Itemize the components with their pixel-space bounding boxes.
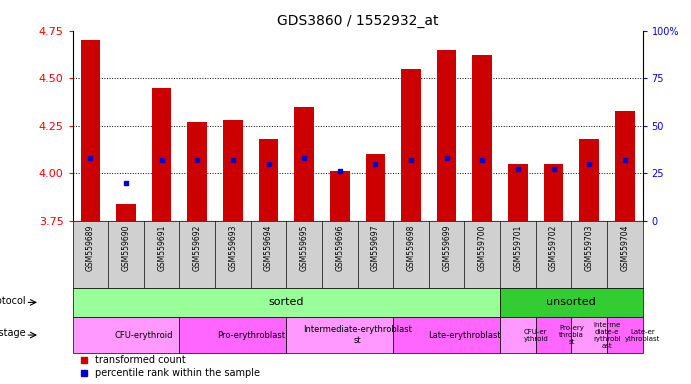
Bar [330, 171, 350, 221]
Text: GSM559700: GSM559700 [477, 224, 486, 271]
Bar [401, 69, 421, 221]
Text: GSM559693: GSM559693 [229, 224, 238, 271]
Text: protocol: protocol [0, 296, 26, 306]
Text: GSM559691: GSM559691 [157, 224, 166, 271]
Bar [500, 317, 536, 353]
Text: GSM559696: GSM559696 [335, 224, 344, 271]
Text: GSM559689: GSM559689 [86, 224, 95, 271]
Text: GSM559692: GSM559692 [193, 224, 202, 271]
Bar [473, 55, 492, 221]
Text: Pro-ery
throbla
st: Pro-ery throbla st [559, 325, 584, 345]
Text: GSM559690: GSM559690 [122, 224, 131, 271]
Text: Interme
diate-e
rythrobl
ast: Interme diate-e rythrobl ast [593, 321, 621, 349]
Text: GSM559697: GSM559697 [371, 224, 380, 271]
Bar [286, 317, 393, 353]
Text: sorted: sorted [269, 297, 304, 308]
Text: GSM559694: GSM559694 [264, 224, 273, 271]
Bar [615, 111, 634, 221]
Text: Late-er
ythroblast: Late-er ythroblast [625, 329, 661, 341]
Bar [536, 317, 571, 353]
Text: Intermediate-erythroblast
st: Intermediate-erythroblast st [303, 325, 412, 345]
Bar [571, 317, 607, 353]
Bar [180, 317, 286, 353]
Bar [500, 288, 643, 317]
Bar [81, 40, 100, 221]
Bar [579, 139, 599, 221]
Text: GSM559702: GSM559702 [549, 224, 558, 271]
Text: percentile rank within the sample: percentile rank within the sample [95, 368, 261, 379]
Text: GSM559695: GSM559695 [300, 224, 309, 271]
Bar [508, 164, 528, 221]
Bar [607, 317, 643, 353]
Text: unsorted: unsorted [547, 297, 596, 308]
Bar [223, 120, 243, 221]
Bar [366, 154, 385, 221]
Bar [73, 288, 500, 317]
Text: CFU-erythroid: CFU-erythroid [115, 331, 173, 339]
Text: CFU-er
ythroid: CFU-er ythroid [523, 329, 548, 341]
Bar [116, 204, 136, 221]
Bar [152, 88, 171, 221]
Text: Pro-erythroblast: Pro-erythroblast [217, 331, 285, 339]
Text: GSM559701: GSM559701 [513, 224, 522, 271]
Text: GSM559699: GSM559699 [442, 224, 451, 271]
Bar [187, 122, 207, 221]
Bar [73, 317, 180, 353]
Text: transformed count: transformed count [95, 355, 186, 365]
Title: GDS3860 / 1552932_at: GDS3860 / 1552932_at [277, 14, 438, 28]
Text: GSM559703: GSM559703 [585, 224, 594, 271]
Text: GSM559698: GSM559698 [406, 224, 415, 271]
Text: Late-erythroblast: Late-erythroblast [428, 331, 501, 339]
Bar [294, 107, 314, 221]
Bar [258, 139, 278, 221]
Text: GSM559704: GSM559704 [621, 224, 630, 271]
Bar [437, 50, 457, 221]
Text: development stage: development stage [0, 328, 26, 338]
Bar [393, 317, 500, 353]
Bar [544, 164, 563, 221]
